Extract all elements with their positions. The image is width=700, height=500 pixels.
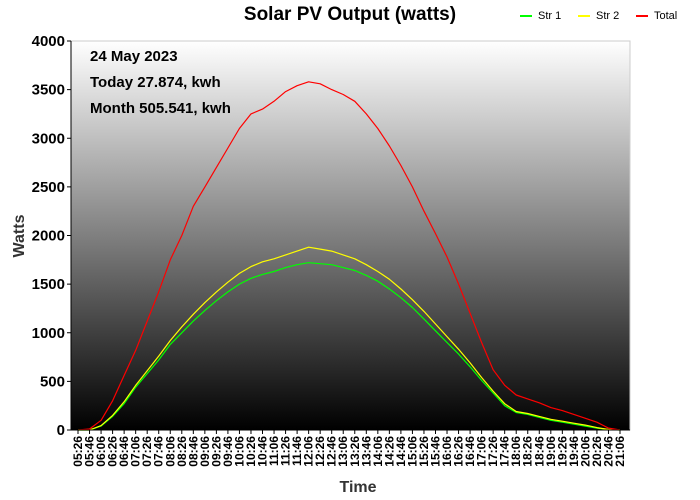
x-tick-label: 20:06 <box>578 436 592 467</box>
series-line-str-1 <box>78 262 621 431</box>
x-tick-label: 13:26 <box>348 436 362 467</box>
x-tick-label: 12:26 <box>313 436 327 467</box>
x-tick-label: 14:26 <box>382 436 396 467</box>
y-tick-label: 500 <box>40 373 65 390</box>
x-tick-label: 09:06 <box>198 436 212 467</box>
x-tick-label: 15:06 <box>405 436 419 467</box>
x-tick-label: 06:06 <box>94 436 108 467</box>
x-tick-label: 16:26 <box>452 436 466 467</box>
x-tick-label: 17:46 <box>498 436 512 467</box>
y-tick-label: 2500 <box>32 179 65 196</box>
x-tick-label: 06:46 <box>117 436 131 467</box>
x-tick-label: 08:06 <box>163 436 177 467</box>
x-tick-label: 13:06 <box>336 436 350 467</box>
x-tick-label: 14:46 <box>394 436 408 467</box>
x-tick-label: 15:26 <box>417 436 431 467</box>
x-tick-label: 05:46 <box>83 436 97 467</box>
y-tick-label: 3000 <box>32 130 65 147</box>
x-tick-label: 09:46 <box>221 436 235 467</box>
series-line-total <box>77 81 621 431</box>
chart-title: Solar PV Output (watts) <box>244 4 456 25</box>
legend-label: Str 1 <box>538 10 561 22</box>
x-tick-label: 19:46 <box>567 436 581 467</box>
x-tick-label: 07:06 <box>129 436 143 467</box>
y-tick-label: 1000 <box>32 325 65 342</box>
x-tick-label: 19:26 <box>555 436 569 467</box>
x-tick-label: 05:26 <box>71 436 85 467</box>
x-tick-label: 20:46 <box>601 436 615 467</box>
x-tick-label: 15:46 <box>428 436 442 467</box>
x-tick-label: 10:26 <box>244 436 258 467</box>
x-tick-label: 16:06 <box>440 436 454 467</box>
x-tick-label: 17:06 <box>475 436 489 467</box>
x-tick-label: 07:26 <box>140 436 154 467</box>
y-tick-label: 2000 <box>32 228 65 245</box>
x-tick-label: 08:26 <box>175 436 189 467</box>
x-tick-label: 09:26 <box>209 436 223 467</box>
series-line-str-2 <box>78 246 621 431</box>
y-tick-label: 0 <box>57 422 65 439</box>
x-tick-label: 11:06 <box>267 436 281 466</box>
y-tick-label: 4000 <box>32 33 65 50</box>
y-axis-label: Watts <box>11 214 28 257</box>
x-tick-label: 18:06 <box>509 436 523 467</box>
x-tick-label: 21:06 <box>613 436 627 467</box>
x-tick-label: 13:46 <box>359 436 373 467</box>
annotation-text: Month 505.541, kwh <box>90 100 231 117</box>
chart-legend: Str 1 Str 2 Total <box>520 10 677 22</box>
x-tick-label: 11:46 <box>290 436 304 466</box>
x-tick-label: 12:46 <box>325 436 339 467</box>
x-tick-label: 17:26 <box>486 436 500 467</box>
legend-label: Str 2 <box>596 10 619 22</box>
plot-area <box>70 40 631 431</box>
legend-label: Total <box>654 10 677 22</box>
chart-annotations: 24 May 2023 Today 27.874, kwh Month 505.54… <box>90 48 231 117</box>
x-tick-label: 14:06 <box>371 436 385 467</box>
x-tick-label: 11:26 <box>279 436 293 466</box>
x-tick-label: 06:26 <box>106 436 120 467</box>
x-tick-label: 16:46 <box>463 436 477 467</box>
chart-axes: 0 500 1000 1500 2000 2500 3000 3500 4000 05:2605:… <box>32 33 630 467</box>
y-tick-label: 3500 <box>32 82 65 99</box>
annotation-text: 24 May 2023 <box>90 48 178 65</box>
annotation-text: Today 27.874, kwh <box>90 74 221 91</box>
x-tick-label: 10:46 <box>256 436 270 467</box>
x-tick-label: 07:46 <box>152 436 166 467</box>
x-tick-label: 19:06 <box>544 436 558 467</box>
x-axis-label: Time <box>339 479 376 496</box>
x-tick-label: 12:06 <box>302 436 316 467</box>
x-tick-label: 18:26 <box>521 436 535 467</box>
x-tick-label: 18:46 <box>532 436 546 467</box>
x-tick-label: 20:26 <box>590 436 604 467</box>
series-layer <box>77 81 621 431</box>
x-tick-label: 08:46 <box>186 436 200 467</box>
x-tick-label: 10:06 <box>232 436 246 467</box>
y-tick-label: 1500 <box>32 276 65 293</box>
